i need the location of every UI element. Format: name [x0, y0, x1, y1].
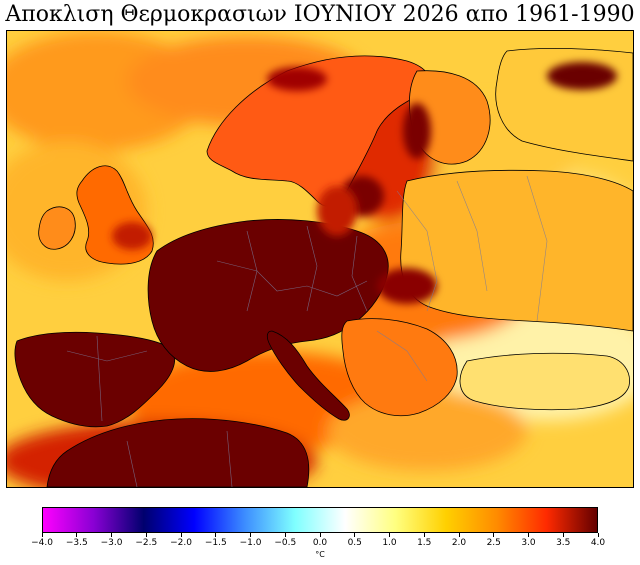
map-title: Αποκλιση Θερμοκρασιων ΙΟΥΝΙΟΥ 2026 απο 1…	[5, 2, 635, 27]
hot-spots	[112, 62, 617, 304]
colorbar-tick-label: 3.0	[521, 538, 536, 548]
colorbar-tick	[145, 533, 147, 537]
colorbar-tick	[562, 533, 564, 537]
iberia	[14, 331, 176, 428]
colorbar-tick-label: −2.5	[135, 538, 158, 548]
scandinavia	[206, 55, 432, 207]
colorbar	[42, 507, 598, 533]
balkans	[341, 318, 458, 417]
colorbar-tick-label: −1.0	[239, 538, 262, 548]
colorbar-tick	[458, 533, 460, 537]
italy	[266, 330, 350, 421]
colorbar-tick-label: 2.0	[451, 538, 467, 548]
colorbar-tick	[215, 533, 217, 537]
colorbar-tick	[111, 533, 112, 537]
colorbar-tick	[493, 533, 495, 537]
north-africa	[46, 418, 310, 487]
colorbar-tick	[41, 533, 43, 537]
colorbar-tick	[250, 533, 251, 537]
colorbar-tick	[180, 533, 182, 537]
colorbar-tick-label: −3.0	[100, 538, 123, 548]
ireland	[38, 206, 76, 250]
colorbar-tick	[528, 533, 529, 537]
colorbar-tick	[597, 533, 599, 537]
colorbar-tick	[284, 533, 286, 537]
turkey	[459, 352, 630, 411]
colorbar-tick	[354, 533, 356, 537]
colorbar-tick	[76, 533, 78, 537]
colorbar-tick	[423, 533, 425, 537]
colorbar-tick-label: −2.0	[170, 538, 192, 548]
colorbar-ticks: °C −4.0 −3.5 −3.0 −2.5 −2.0 −1.5 −1.0 −0.5 0.0 0.…	[31, 533, 605, 563]
colorbar-tick-label: −1.5	[204, 538, 227, 548]
colorbar-tick	[319, 533, 321, 537]
colorbar-tick-label: 3.5	[556, 538, 571, 548]
colorbar-tick-label: 2.5	[486, 538, 501, 548]
land-masses	[14, 48, 633, 487]
colorbar-tick-label: 1.0	[382, 538, 397, 548]
eastern-europe	[400, 169, 633, 332]
country-borders	[66, 175, 548, 487]
colorbar-tick-label: 4.0	[590, 538, 606, 548]
colorbar-tick-label: −3.5	[65, 538, 88, 548]
colorbar-tick-label: −0.5	[274, 538, 297, 548]
colorbar-unit: °C	[315, 550, 325, 559]
anomaly-map	[6, 30, 634, 488]
colorbar-tick-label: 0.5	[347, 538, 362, 548]
colorbar-tick-label: −4.0	[31, 538, 53, 548]
colorbar-tick-label: 0.0	[312, 538, 328, 548]
colorbar-tick-label: 1.5	[417, 538, 432, 548]
colorbar-tick	[389, 533, 390, 537]
